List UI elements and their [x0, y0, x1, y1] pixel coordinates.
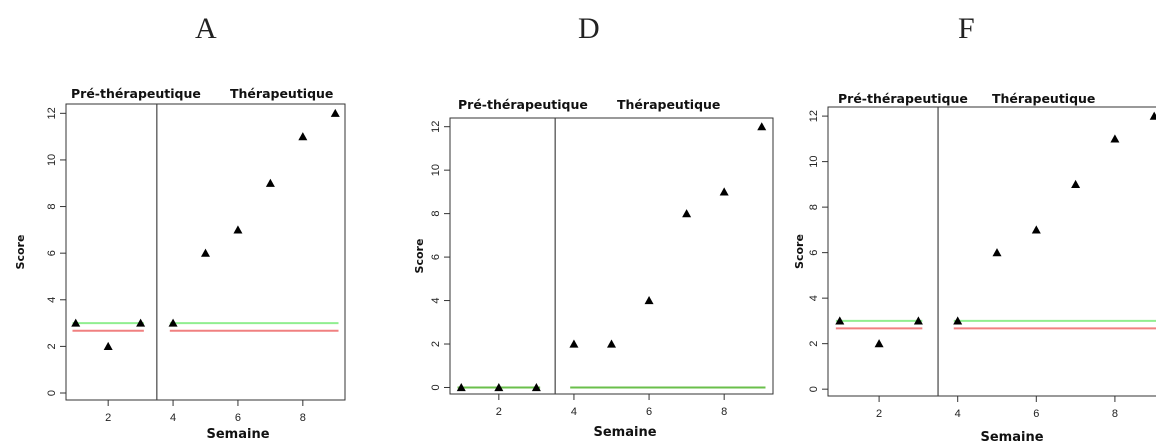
chart3-x-axis-label: Semaine — [980, 430, 1043, 444]
chart3-x-tick-label: 4 — [955, 408, 961, 420]
chart2-x-tick-label: 6 — [646, 406, 652, 418]
chart2-y-tick-label: 8 — [430, 211, 442, 217]
chart1-data-point — [103, 341, 113, 350]
chart3-phase-label-therapy: Thérapeutique — [992, 91, 1095, 106]
panel-title-d: D — [578, 12, 600, 45]
chart2-x-tick-label: 4 — [571, 406, 577, 418]
chart3-data-point — [1110, 134, 1120, 143]
panel-title-f: F — [958, 12, 975, 45]
chart1-data-point — [298, 132, 308, 141]
chart2-y-tick-label: 2 — [430, 341, 442, 347]
chart1-x-tick-label: 6 — [235, 412, 241, 424]
panel-title-a: A — [195, 12, 217, 45]
chart2-data-point — [644, 296, 654, 305]
chart3-x-tick-label: 6 — [1033, 408, 1039, 420]
chart3-phase-label-pre: Pré-thérapeutique — [838, 91, 968, 106]
chart2-phase-label-pre: Pré-thérapeutique — [458, 97, 588, 112]
chart1-data-point — [168, 318, 178, 327]
chart3-y-tick-label: 12 — [808, 110, 820, 122]
chart3-data-point — [992, 248, 1002, 257]
chart2-x-tick-label: 2 — [496, 406, 502, 418]
chart3-y-axis-label: Score — [793, 234, 806, 269]
chart2-data-point — [456, 382, 466, 392]
chart1-data-point — [233, 225, 243, 234]
chart2-data-point — [494, 382, 504, 392]
chart2-data-point — [569, 339, 579, 348]
chart2-plot-frame — [449, 117, 774, 395]
chart1-y-tick-label: 8 — [46, 203, 58, 209]
chart3-y-tick-label: 6 — [808, 250, 820, 256]
chart3-x-tick-label: 2 — [876, 408, 882, 420]
chart2-y-tick-label: 10 — [430, 164, 442, 176]
chart3-x-tick-label: 8 — [1112, 408, 1118, 420]
chart2-y-axis-label: Score — [413, 239, 426, 274]
chart3-data-point — [874, 339, 884, 348]
chart1-data-point — [265, 178, 275, 187]
chart1-y-axis-label: Score — [14, 235, 27, 270]
chart3-y-tick-label: 8 — [808, 204, 820, 210]
chart1-y-tick-label: 0 — [46, 390, 58, 396]
chart2-y-tick-label: 12 — [430, 121, 442, 133]
chart2-y-tick-label: 0 — [430, 384, 442, 390]
chart2-data-point — [757, 122, 767, 131]
chart3-y-tick-label: 0 — [808, 386, 820, 392]
chart2-data-point — [682, 209, 692, 218]
chart2-data-point — [607, 339, 616, 348]
chart3-data-point — [1031, 225, 1041, 234]
chart2-x-tick-label: 8 — [721, 406, 727, 418]
chart3-y-tick-label: 10 — [808, 155, 820, 167]
chart3-plot-frame — [827, 106, 1156, 397]
chart2-data-point — [531, 382, 541, 392]
chart2-y-tick-label: 6 — [430, 254, 442, 260]
chart1-plot-frame — [65, 103, 346, 401]
chart2-data-point — [719, 187, 729, 196]
chart1-data-point — [330, 108, 340, 117]
chart3-y-tick-label: 2 — [808, 341, 820, 347]
chart3-data-point — [953, 316, 963, 325]
chart3-data-point — [1149, 111, 1156, 120]
chart1-x-tick-label: 4 — [170, 412, 176, 424]
chart1-y-tick-label: 4 — [46, 297, 58, 303]
chart1-data-point — [136, 318, 146, 327]
chart3-data-point — [913, 316, 923, 325]
chart1-data-point — [201, 248, 210, 257]
chart2-x-axis-label: Semaine — [593, 425, 656, 440]
chart1-phase-label-pre: Pré-thérapeutique — [71, 86, 201, 101]
chart2-y-tick-label: 4 — [430, 297, 442, 303]
chart1-data-point — [71, 318, 81, 327]
chart2-phase-label-therapy: Thérapeutique — [617, 97, 720, 112]
chart1-y-tick-label: 12 — [46, 107, 58, 119]
chart3-y-tick-label: 4 — [808, 295, 820, 301]
chart1-x-axis-label: Semaine — [206, 427, 269, 442]
chart1-y-tick-label: 2 — [46, 343, 58, 349]
chart1-x-tick-label: 2 — [105, 412, 111, 424]
chart3-data-point — [835, 316, 845, 325]
chart1-phase-label-therapy: Thérapeutique — [230, 86, 333, 101]
chart3-data-point — [1071, 179, 1081, 188]
chart1-x-tick-label: 8 — [300, 412, 306, 424]
chart1-y-tick-label: 6 — [46, 250, 58, 256]
chart1-y-tick-label: 10 — [46, 154, 58, 166]
